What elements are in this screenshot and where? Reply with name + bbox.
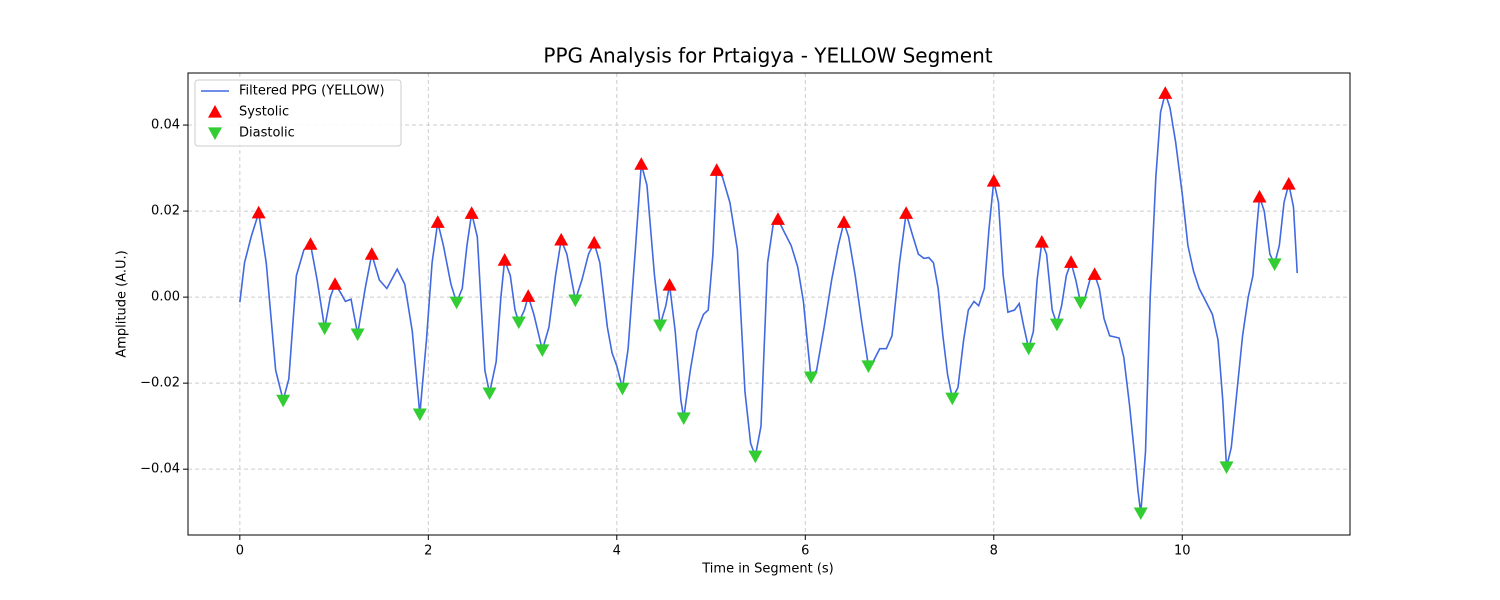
y-tick-label: −0.02 bbox=[140, 376, 180, 391]
marker bbox=[770, 212, 785, 225]
marker bbox=[1267, 258, 1282, 271]
y-tick-label: 0.04 bbox=[151, 118, 180, 133]
marker bbox=[497, 253, 512, 266]
marker bbox=[328, 277, 343, 290]
marker bbox=[1049, 318, 1064, 332]
marker bbox=[653, 319, 668, 333]
marker bbox=[945, 392, 960, 406]
marker bbox=[350, 328, 365, 342]
marker bbox=[676, 412, 691, 425]
marker bbox=[251, 205, 266, 219]
marker bbox=[1064, 255, 1079, 268]
y-tick-label: 0.00 bbox=[151, 290, 180, 305]
plot-frame bbox=[187, 72, 1351, 536]
marker bbox=[748, 450, 763, 464]
marker bbox=[464, 206, 479, 219]
marker bbox=[1073, 296, 1088, 310]
x-tick-label: 8 bbox=[990, 544, 998, 559]
marker bbox=[709, 163, 724, 176]
marker bbox=[511, 316, 526, 330]
marker bbox=[303, 237, 318, 250]
marker bbox=[1034, 235, 1049, 248]
legend-box bbox=[194, 79, 402, 147]
marker bbox=[364, 247, 379, 260]
legend-label: Filtered PPG (YELLOW) bbox=[239, 84, 385, 99]
marker bbox=[412, 408, 427, 422]
marker bbox=[899, 206, 914, 219]
marker bbox=[430, 215, 445, 228]
legend-marker bbox=[208, 127, 222, 140]
legend-marker bbox=[208, 105, 222, 118]
marker bbox=[317, 322, 332, 336]
marker bbox=[986, 173, 1001, 187]
marker bbox=[587, 235, 602, 249]
marker bbox=[1219, 461, 1234, 475]
marker bbox=[803, 371, 818, 385]
marker bbox=[554, 232, 569, 246]
marker bbox=[535, 344, 550, 358]
marker bbox=[482, 387, 497, 401]
x-tick-label: 10 bbox=[1174, 544, 1191, 559]
marker bbox=[634, 157, 649, 170]
x-axis-label: Time in Segment (s) bbox=[701, 562, 833, 577]
marker bbox=[568, 294, 583, 308]
legend-label: Systolic bbox=[239, 105, 289, 120]
marker bbox=[1252, 189, 1267, 203]
y-axis-label: Amplitude (A.U.) bbox=[115, 250, 130, 357]
y-tick-label: 0.02 bbox=[151, 204, 180, 219]
marker bbox=[449, 296, 464, 310]
chart-title: PPG Analysis for Prtaigya - YELLOW Segme… bbox=[543, 44, 992, 68]
legend-label: Diastolic bbox=[239, 126, 295, 141]
ppg-line bbox=[239, 90, 1299, 514]
x-tick-label: 6 bbox=[801, 544, 809, 559]
marker bbox=[662, 278, 677, 291]
x-tick-label: 2 bbox=[424, 544, 432, 559]
marker bbox=[861, 360, 876, 373]
x-tick-label: 4 bbox=[613, 544, 621, 559]
marker bbox=[1281, 176, 1296, 190]
y-tick-label: −0.04 bbox=[140, 462, 180, 477]
marker bbox=[521, 289, 536, 302]
marker bbox=[1158, 86, 1173, 99]
marker bbox=[1087, 267, 1102, 280]
marker bbox=[836, 215, 851, 228]
marker bbox=[276, 394, 291, 408]
marker bbox=[1133, 507, 1148, 521]
x-tick-label: 0 bbox=[236, 544, 244, 559]
marker bbox=[615, 382, 630, 396]
marker bbox=[1021, 342, 1036, 356]
